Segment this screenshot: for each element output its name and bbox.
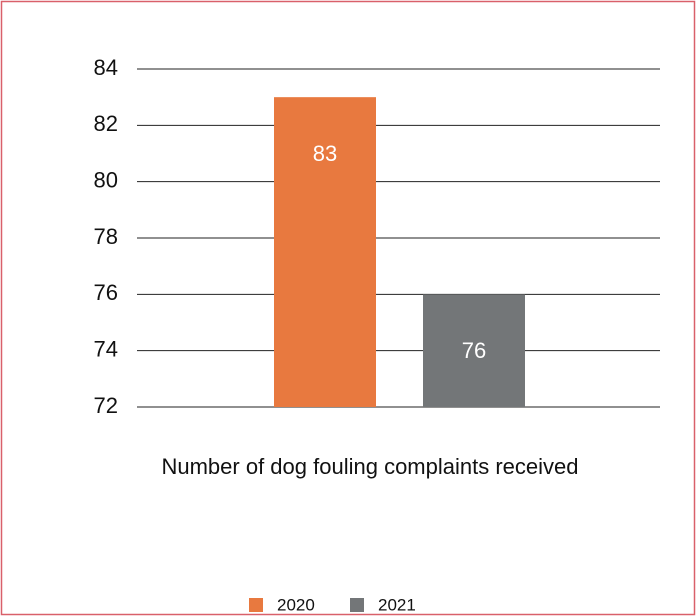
y-tick-label: 82 xyxy=(94,111,118,136)
bar xyxy=(274,97,376,408)
legend-label: 2021 xyxy=(378,595,416,614)
bar xyxy=(423,294,525,407)
legend-swatch xyxy=(350,598,364,612)
legend-label: 2020 xyxy=(277,595,315,614)
y-tick-label: 76 xyxy=(94,280,118,305)
y-tick-label: 74 xyxy=(94,336,118,361)
y-tick-label: 78 xyxy=(94,224,118,249)
y-tick-label: 80 xyxy=(94,167,118,192)
x-tick-label: Number of dog fouling complaints receive… xyxy=(161,454,578,479)
data-label: 76 xyxy=(462,338,486,363)
y-tick-label: 84 xyxy=(94,55,118,80)
legend-swatch xyxy=(249,598,263,612)
y-tick-label: 72 xyxy=(94,393,118,418)
data-label: 83 xyxy=(313,141,337,166)
